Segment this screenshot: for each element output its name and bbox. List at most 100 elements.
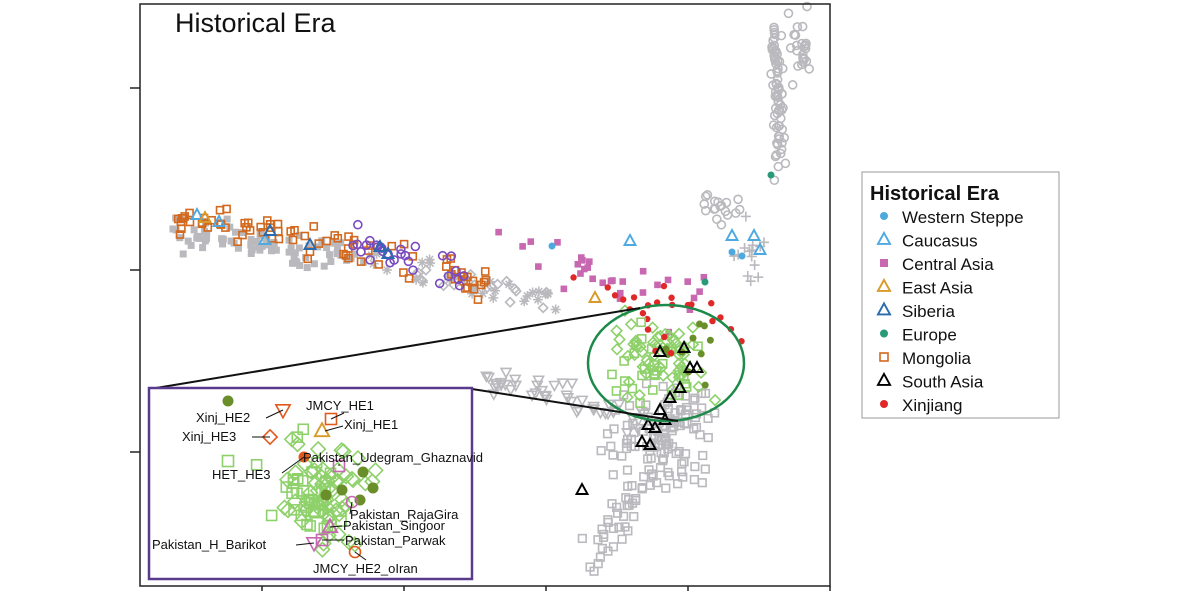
inset-green-point (300, 501, 312, 513)
green-cluster-point (694, 366, 708, 380)
mongolia-circle-point (446, 251, 457, 261)
inset-green-point (288, 504, 300, 516)
siberia-point (380, 246, 396, 259)
legend-marker (880, 400, 888, 408)
mongolia-point (473, 295, 483, 304)
green-cluster-point (624, 317, 638, 331)
background-point (785, 43, 796, 53)
background-point (289, 259, 297, 267)
background-point (739, 243, 750, 254)
background-point (179, 250, 187, 258)
background-point (621, 493, 631, 503)
background-point (596, 446, 606, 456)
europe-point (767, 171, 775, 179)
legend-marker (876, 371, 892, 386)
inset-marker-barikot (305, 536, 323, 553)
background-point (504, 384, 517, 397)
background-point (577, 533, 587, 544)
mongolia-point (303, 254, 313, 264)
background-point (733, 194, 743, 205)
mongolia-point (256, 222, 265, 232)
background-point (290, 253, 298, 261)
background-point (527, 287, 538, 298)
background-point (745, 276, 756, 287)
green-cluster-point (708, 393, 722, 407)
central-asia-point (527, 238, 535, 245)
background-point (270, 241, 278, 249)
background-point (570, 406, 584, 419)
background-point (542, 288, 553, 299)
background-point (804, 64, 815, 74)
background-point (770, 29, 780, 40)
background-point (593, 535, 603, 545)
mongolia-point (273, 219, 283, 229)
green-cluster-point (619, 376, 630, 386)
background-point (617, 451, 627, 461)
background-point (500, 275, 513, 287)
legend: Historical Era Western Steppe Caucasus Cen… (861, 171, 1060, 419)
background-point (257, 228, 265, 236)
background-point (746, 251, 757, 262)
background-point (617, 534, 627, 544)
background-point (651, 478, 662, 488)
legend-marker (876, 301, 892, 316)
central-asia-point (700, 273, 708, 281)
mongolia-point (404, 274, 414, 283)
background-point (721, 197, 732, 208)
background-point (641, 400, 651, 410)
legend-item: Europe (880, 326, 957, 345)
background-point (416, 275, 428, 287)
inset-green-point (346, 536, 364, 553)
green-cluster-point (674, 370, 684, 380)
background-point (247, 241, 255, 249)
central-asia-point (585, 258, 593, 265)
legend-item: Western Steppe (880, 208, 1024, 227)
siberia-point (262, 223, 278, 236)
central-asia-point (607, 277, 615, 285)
background-point (323, 244, 331, 252)
green-cluster-point (652, 366, 662, 376)
inset-green-point (291, 487, 303, 500)
background-point (371, 248, 382, 259)
background-point (744, 246, 755, 257)
background-point (597, 543, 607, 554)
background-point (333, 250, 341, 258)
inset-green-point (296, 455, 314, 473)
inset-green-point (322, 509, 334, 522)
background-point (772, 138, 782, 148)
inset-green-point (279, 501, 297, 519)
mongolia-point (477, 280, 486, 290)
background-point (226, 223, 234, 231)
background-point (621, 443, 632, 454)
mongolia-point (185, 208, 194, 218)
background-point (660, 436, 670, 446)
south-asia-point (662, 390, 678, 403)
mongolia-point (173, 214, 183, 224)
inset-points (221, 395, 384, 559)
background-point (219, 235, 227, 243)
mongolia-point (468, 276, 478, 286)
inset-marker-udegram (332, 459, 346, 473)
green-cluster-point (629, 348, 640, 359)
background-point (768, 120, 779, 130)
inset-label: Pakistan_RajaGira (350, 507, 459, 522)
central-asia-point (535, 263, 542, 270)
background-point (295, 231, 303, 239)
background-point (508, 374, 522, 387)
legend-item: Siberia (876, 301, 955, 321)
background-point (537, 302, 549, 314)
inset-leader-line (281, 456, 305, 474)
background-point (303, 264, 311, 272)
south-asia-point (676, 340, 692, 353)
mongolia-point (288, 235, 298, 245)
background-point (607, 499, 617, 509)
caucasus-point (211, 214, 227, 227)
xinjiang-point (709, 317, 716, 325)
south-asia-point (682, 360, 698, 373)
background-point (533, 286, 544, 297)
background-point (720, 206, 731, 217)
legend-label: Xinjiang (902, 396, 963, 415)
central-asia-point (616, 295, 624, 302)
inset-green-point (297, 485, 310, 497)
central-asia-point (639, 267, 647, 275)
